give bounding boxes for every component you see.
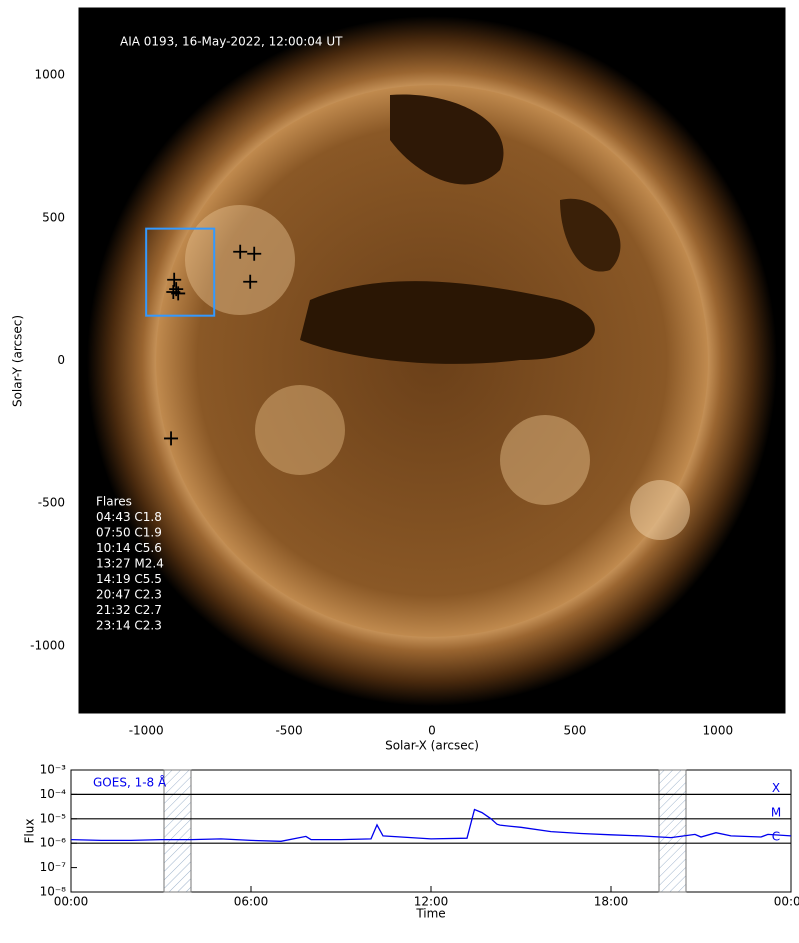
flux-line [70,808,792,842]
flux-class: X [772,781,780,795]
x-tick-label: 00:00 [54,895,89,909]
y-tick-label: 10⁻⁴ [40,787,67,801]
shaded-interval [163,769,192,893]
flare-marker [243,274,258,289]
image-annotation: AIA 0193, 16-May-2022, 12:00:04 UT [120,35,343,49]
y-tick-label: 10⁻⁷ [40,860,67,874]
y-axis-label: Flux [23,819,37,844]
x-tick-label: 500 [563,724,586,738]
y-tick-label: 10⁻⁵ [40,811,67,825]
x-tick-label: 12:00 [414,895,449,909]
flares-title: Flares [96,495,132,509]
x-tick-label: 0 [428,724,436,738]
x-axis-label: Solar-X (arcsec) [385,739,479,753]
flare-entry: 23:14 C2.3 [96,619,162,633]
y-tick-label: 10⁻³ [40,763,67,777]
flare-entry: 10:14 C5.6 [96,541,162,555]
y-tick-label: 10⁻⁶ [40,836,67,850]
x-axis-label: Time [415,907,445,921]
flare-entry: 07:50 C1.9 [96,526,162,540]
x-tick-label: 00:00 [774,895,799,909]
y-tick-label: 10⁻⁸ [40,885,67,899]
flare-entry: 21:32 C2.7 [96,603,162,617]
y-tick-label: -500 [38,496,65,510]
y-tick-label: 500 [42,210,65,224]
flare-entry: 20:47 C2.3 [96,588,162,602]
flare-marker [169,282,184,297]
y-tick-label: 1000 [34,68,65,82]
flare-entry: 13:27 M2.4 [96,557,164,571]
x-tick-label: 1000 [703,724,734,738]
region-box [145,227,216,317]
y-tick-label: 0 [57,353,65,367]
flux-class: M [771,805,781,819]
legend-label: GOES, 1-8 Å [93,775,167,790]
flux-class: C [772,830,780,844]
x-tick-label: 06:00 [234,895,269,909]
flare-entry: 04:43 C1.8 [96,510,162,524]
y-tick-label: -1000 [30,638,65,652]
flare-entry: 14:19 C5.5 [96,572,162,586]
flare-marker [167,272,182,287]
sun-image [79,8,785,713]
x-tick-label: -500 [275,724,302,738]
flare-marker [164,431,179,446]
flare-marker [247,246,262,261]
flare-marker [233,244,248,259]
x-tick-label: -1000 [129,724,164,738]
shaded-interval [658,769,687,893]
x-tick-label: 18:00 [594,895,629,909]
y-axis-label: Solar-Y (arcsec) [11,315,25,407]
